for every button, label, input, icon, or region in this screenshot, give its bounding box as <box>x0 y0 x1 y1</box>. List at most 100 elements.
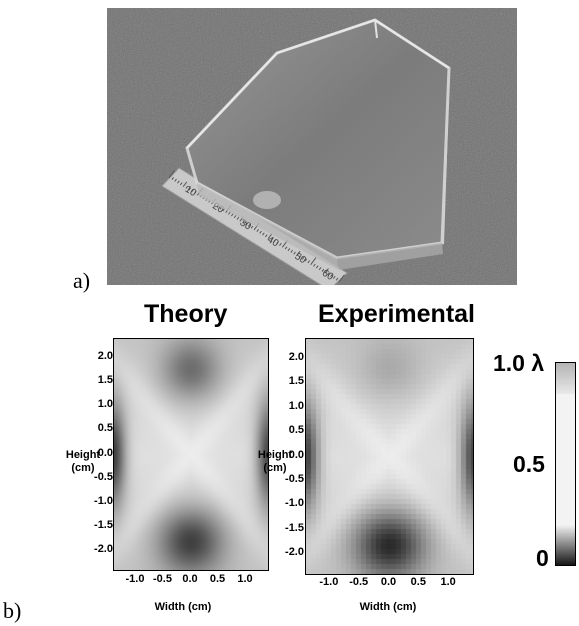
ruler-tick <box>194 190 197 194</box>
theory-title: Theory <box>144 300 228 328</box>
ruler-tick <box>324 268 329 274</box>
ruler-tick <box>182 181 188 187</box>
ruler-tick <box>256 229 260 233</box>
y-tick-label: 1.0 <box>288 399 304 412</box>
ruler-tick <box>307 260 311 264</box>
y-tick-label: -1.0 <box>94 494 113 507</box>
theory-map <box>113 338 269 571</box>
crystal-photo: 10 20 30 40 50 60 <box>107 8 517 285</box>
y-tick-label: -2.0 <box>94 542 113 555</box>
ruler-tick <box>230 213 234 217</box>
ruler-tick <box>287 248 291 252</box>
ruler-mark: 10 <box>183 184 199 199</box>
theory-y-label-line2: (cm) <box>71 462 95 474</box>
y-tick-label: 1.0 <box>97 398 113 411</box>
colorbar <box>555 362 576 566</box>
x-tick-label: -1.0 <box>319 576 339 588</box>
y-tick-label: -0.5 <box>94 470 113 483</box>
ruler-tick <box>233 215 237 219</box>
colorbar-bottom-label: 0 <box>536 545 549 571</box>
x-tick-label: 1.0 <box>440 576 456 588</box>
ruler-mark: 40 <box>265 234 281 249</box>
colorbar-gradient <box>556 363 575 565</box>
ruler-tick <box>236 216 240 220</box>
ruler-mark: 60 <box>320 268 336 283</box>
y-tick-label: 2.0 <box>288 350 304 363</box>
x-tick-label: -0.5 <box>349 576 369 588</box>
theory-heatmap <box>114 339 268 570</box>
experimental-x-axis-label: Width (cm) <box>359 601 417 613</box>
ruler-tick <box>259 230 262 234</box>
colorbar-top-label: 1.0 λ <box>493 350 545 376</box>
y-tick-label: 2.0 <box>97 350 113 363</box>
y-tick-label: 0.0 <box>288 448 304 461</box>
y-tick-label: -0.5 <box>285 472 304 485</box>
ruler-tick <box>264 234 268 238</box>
experimental-heatmap <box>306 339 473 574</box>
ruler-tick <box>262 232 265 236</box>
ruler-tick <box>335 277 339 281</box>
ruler-tick <box>270 237 274 241</box>
x-tick-label: 0.5 <box>209 573 226 585</box>
ruler-tick <box>242 220 245 224</box>
ruler-tick <box>301 256 305 260</box>
ruler-tick <box>293 251 296 255</box>
ruler-tick <box>267 233 273 239</box>
ruler-tick <box>313 263 316 267</box>
ruler-tick <box>276 241 279 245</box>
ruler-tick <box>332 275 336 279</box>
experimental-y-label-line2: (cm) <box>263 462 287 474</box>
ruler-tick <box>185 185 189 189</box>
ruler-tick <box>188 187 192 191</box>
experimental-map <box>305 338 474 575</box>
ruler-tick <box>290 249 294 253</box>
panel-label-a: a) <box>73 268 91 293</box>
theory-y-axis-label: Height (cm) <box>63 449 103 475</box>
ruler-tick <box>171 177 175 181</box>
colorbar-mid-label: 0.5 <box>513 451 545 477</box>
ruler-tick <box>191 189 194 193</box>
ruler-tick <box>327 272 330 276</box>
experimental-y-axis-label: Height (cm) <box>253 449 297 475</box>
y-tick-label: 0.5 <box>288 424 304 437</box>
y-tick-label: -2.0 <box>285 546 304 559</box>
ruler-tick <box>284 246 288 250</box>
ruler-tick <box>250 225 254 229</box>
ruler-tick <box>321 268 325 272</box>
ruler-tick <box>279 242 282 246</box>
x-tick-label: -0.5 <box>153 573 172 585</box>
ruler-mark: 50 <box>293 251 309 266</box>
x-tick-label: -1.0 <box>125 573 145 585</box>
ruler-tick <box>179 182 183 186</box>
ruler-tick <box>318 267 322 271</box>
x-tick-label: 0.0 <box>380 576 397 588</box>
ruler-tick <box>330 274 333 278</box>
ruler-tick <box>296 250 301 257</box>
ruler-tick <box>310 257 317 265</box>
y-tick-label: 1.5 <box>288 375 304 388</box>
y-tick-label: -1.5 <box>94 518 113 531</box>
y-tick-label: 1.5 <box>97 374 113 387</box>
theory-y-label-line1: Height <box>65 449 101 461</box>
ruler-tick <box>298 255 302 259</box>
ruler-tick <box>273 239 277 243</box>
y-tick-label: 0.5 <box>97 422 113 435</box>
theory-x-axis-label: Width (cm) <box>154 601 212 613</box>
ruler-tick <box>315 265 319 269</box>
ruler-tick <box>247 223 251 227</box>
ruler-tick <box>177 180 180 184</box>
experimental-y-label-line1: Height <box>257 449 293 461</box>
ruler-tick <box>168 170 175 179</box>
y-tick-label: -1.5 <box>285 521 304 534</box>
glass-block <box>185 18 451 270</box>
ruler-tick <box>245 222 248 226</box>
x-tick-label: 0.0 <box>182 573 198 585</box>
panel-label-b: b) <box>3 598 22 623</box>
y-tick-label: -1.0 <box>285 497 304 510</box>
y-tick-label: 0.0 <box>97 446 113 459</box>
ruler-tick <box>338 274 345 283</box>
experimental-title: Experimental <box>318 300 476 328</box>
ruler-tick <box>304 258 308 262</box>
x-tick-label: 0.5 <box>410 576 426 588</box>
